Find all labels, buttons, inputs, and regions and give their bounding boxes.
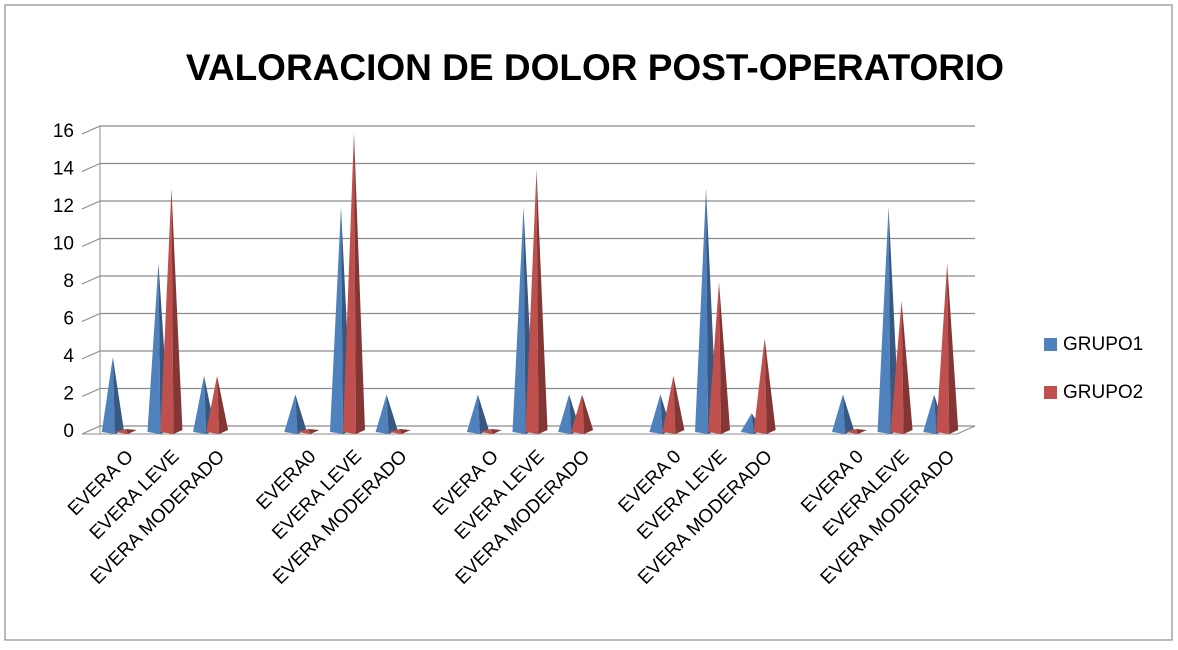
pyramid-face [112, 357, 124, 434]
pyramid-face [901, 300, 913, 434]
pyramid [831, 394, 854, 434]
pyramid-face [695, 188, 709, 434]
pyramid-face [386, 394, 398, 434]
pyramid-face [171, 188, 183, 434]
pyramid-face [342, 132, 356, 434]
pyramid [342, 132, 365, 434]
pyramid [890, 300, 913, 434]
pyramid-face [217, 375, 229, 434]
pyramid-face [890, 300, 904, 434]
pyramid [297, 429, 320, 434]
y-tick-label: 6 [63, 309, 74, 330]
pyramid [936, 263, 959, 434]
legend-swatch [1044, 386, 1057, 399]
pyramid-face [388, 429, 402, 434]
pyramid-face [353, 132, 365, 434]
y-tick-label: 10 [53, 234, 74, 255]
legend-swatch [1044, 338, 1057, 351]
pyramid-face [295, 394, 307, 434]
pyramid-face [147, 263, 161, 434]
pyramid [206, 375, 229, 434]
pyramid-face [855, 429, 867, 434]
pyramid [114, 429, 137, 434]
grid-line [81, 275, 101, 285]
pyramid-face [284, 394, 298, 434]
pyramid [101, 357, 124, 434]
pyramid [284, 394, 307, 434]
pyramid-face [740, 413, 754, 434]
pyramid-face [101, 357, 115, 434]
pyramid [375, 394, 398, 434]
pyramid-face [466, 394, 480, 434]
pyramid [708, 282, 731, 434]
pyramid-face [844, 429, 858, 434]
grid-line [81, 200, 101, 210]
pyramid-face [206, 375, 220, 434]
grid-line [81, 162, 101, 173]
pyramid [844, 429, 867, 434]
y-tick-label: 14 [53, 159, 75, 180]
pyramid-face [558, 394, 572, 434]
pyramid-face [753, 338, 767, 434]
pyramid-face [329, 207, 343, 434]
pyramid-face [536, 169, 548, 434]
pyramid-face [877, 207, 891, 434]
y-tick-label: 16 [53, 121, 74, 142]
grid-line [81, 350, 101, 360]
grid-line [81, 425, 101, 435]
pyramid-face [114, 429, 128, 434]
pyramid-face [375, 394, 389, 434]
pyramid-face [490, 429, 502, 434]
pyramid [571, 394, 594, 434]
floor-edge [956, 425, 976, 435]
pyramid-face [662, 375, 676, 434]
chart-title: VALORACION DE DOLOR POST-OPERATORIO [186, 47, 1004, 88]
pyramid-face [947, 263, 959, 434]
pyramid [525, 169, 548, 434]
pyramid-face [399, 429, 411, 434]
pyramid-face [125, 429, 137, 434]
pyramid [466, 394, 489, 434]
pyramid-face [477, 394, 489, 434]
pyramid-face [297, 429, 311, 434]
pyramid-face [193, 375, 207, 434]
grid-line [81, 237, 101, 248]
pyramid-face [923, 394, 937, 434]
pyramid-face [571, 394, 585, 434]
pyramid [388, 429, 411, 434]
pyramid-face [831, 394, 845, 434]
pyramid-face [649, 394, 663, 434]
grid-line [81, 312, 101, 323]
pyramid-face [479, 429, 493, 434]
pyramid-face [719, 282, 731, 434]
chart-border [4, 4, 1173, 641]
grid-line [81, 125, 101, 135]
pyramid-face [582, 394, 594, 434]
y-tick-label: 4 [63, 346, 74, 367]
pyramid [753, 338, 776, 434]
pyramid-face [842, 394, 854, 434]
grid-line [81, 387, 101, 398]
pyramid-face [764, 338, 776, 434]
pyramid-face [936, 263, 950, 434]
legend-label: GRUPO2 [1063, 382, 1143, 403]
pyramid-face [673, 375, 685, 434]
y-tick-label: 12 [53, 196, 74, 217]
pyramid-face [308, 429, 320, 434]
pyramid [662, 375, 685, 434]
pyramid-face [160, 188, 174, 434]
pyramid [479, 429, 502, 434]
legend-label: GRUPO1 [1063, 334, 1143, 355]
y-tick-label: 0 [63, 421, 74, 442]
y-tick-label: 8 [63, 271, 74, 292]
pyramid-face [512, 207, 526, 434]
pyramid [160, 188, 183, 434]
y-tick-label: 2 [63, 384, 74, 405]
pyramid-face [708, 282, 722, 434]
pyramid-face [525, 169, 539, 434]
